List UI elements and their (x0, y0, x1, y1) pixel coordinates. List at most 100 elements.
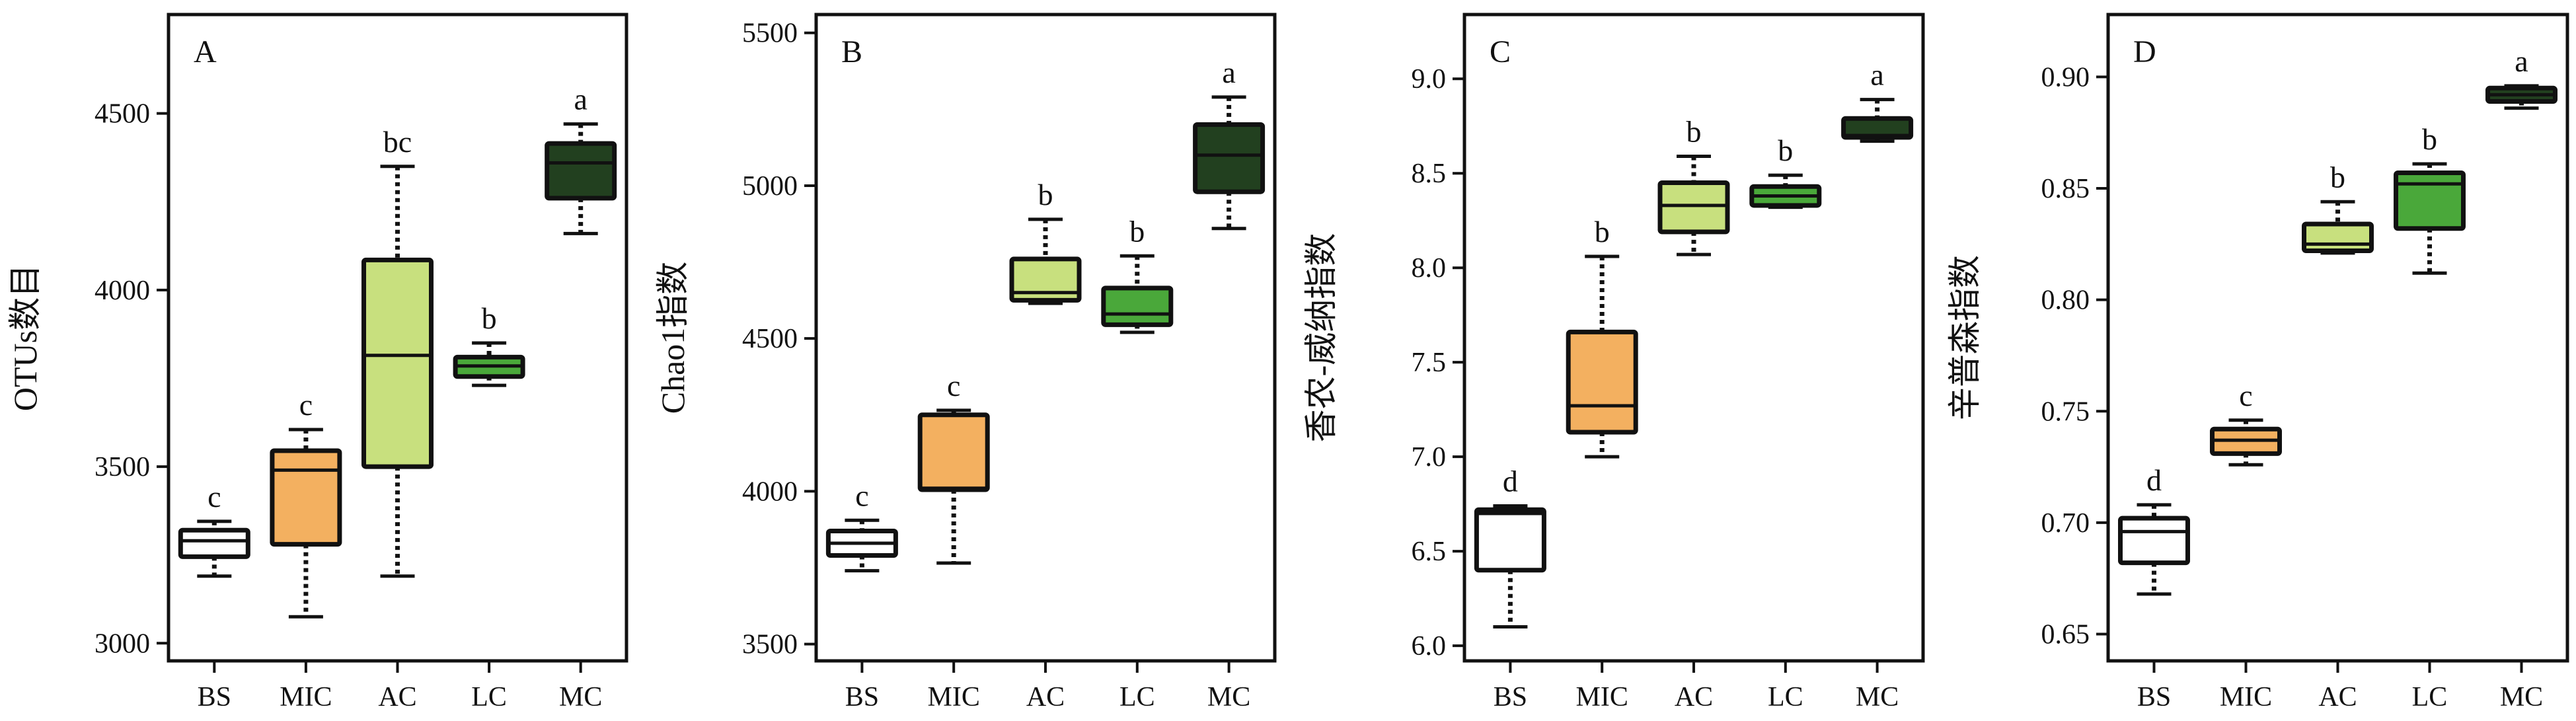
panel-letter: C (1490, 34, 1511, 69)
box-mc: a MC (545, 83, 617, 712)
panel-letter: D (2133, 34, 2156, 69)
significance-label: a (1222, 56, 1235, 89)
x-tick-label: AC (1675, 682, 1713, 712)
box-mc: a MC (1841, 58, 1914, 712)
significance-label: b (1595, 215, 1610, 248)
significance-label: c (208, 480, 221, 513)
panel-c: C6.06.57.07.58.08.59.0香农-威纳指数dBSbMICbACb… (1303, 13, 1925, 712)
x-tick-label: MIC (280, 682, 332, 712)
panel-b: B 3500 4000 4500 5000 5500 Chao1指数 c BS c MIC b AC b L… (654, 13, 1277, 712)
significance-label: d (1503, 465, 1518, 498)
box-body (361, 257, 434, 469)
y-tick-label: 4000 (742, 476, 798, 507)
box-lc: b LC (1101, 214, 1174, 712)
x-tick-label: AC (378, 682, 416, 712)
significance-label: d (2146, 463, 2162, 497)
box-mic: b MIC (1566, 215, 1638, 712)
y-axis-title: 香农-威纳指数 (1303, 233, 1340, 443)
y-tick-label: 0.80 (2041, 285, 2090, 316)
x-tick-label: BS (198, 682, 231, 712)
x-tick-label: LC (2412, 682, 2448, 712)
x-tick-label: MC (2500, 682, 2543, 712)
x-tick-label: BS (845, 682, 879, 712)
x-tick-label: MIC (2220, 682, 2272, 712)
significance-label: b (2422, 122, 2437, 156)
y-tick-label: 6.5 (1412, 537, 1447, 567)
y-tick-label: 7.5 (1412, 348, 1447, 378)
x-tick-label: MC (559, 682, 602, 712)
box-mic: c MIC (270, 388, 342, 712)
y-tick-label: 8.0 (1412, 253, 1447, 284)
x-tick-label: MC (1207, 682, 1250, 712)
box-body (1193, 122, 1266, 194)
box-body (917, 412, 990, 492)
y-tick-label: 7.0 (1412, 442, 1447, 473)
box-body (2394, 170, 2466, 231)
box-bs: d BS (2118, 463, 2190, 712)
box-body (1009, 256, 1082, 303)
x-tick-label: MIC (1576, 682, 1628, 712)
x-tick-label: LC (1768, 682, 1803, 712)
box-ac: b AC (1657, 114, 1730, 712)
y-tick-label: 5000 (742, 171, 798, 202)
significance-label: b (1686, 114, 1702, 148)
box-body (1474, 507, 1546, 573)
y-tick-label: 3500 (95, 452, 150, 482)
box-body (2118, 515, 2190, 566)
panel-d: D 0.65 0.70 0.75 0.80 0.85 0.90 辛普森指数 d BS c MIC b AC… (1946, 13, 2569, 712)
y-tick-label: 8.5 (1412, 159, 1447, 189)
y-tick-label: 5500 (742, 19, 798, 49)
x-tick-label: BS (2137, 682, 2171, 712)
plot-frame (814, 13, 1277, 663)
panel-a: A 3000 3500 4000 4500 OTUs数目 c BS c MIC bc AC b LC a MC (7, 13, 628, 712)
significance-label: b (1038, 178, 1053, 211)
x-tick-label: MC (1856, 682, 1899, 712)
box-body (178, 527, 250, 559)
box-body (1657, 180, 1730, 235)
box-ac: bc AC (361, 125, 434, 712)
box-mc: a MC (1193, 56, 1266, 712)
box-bs: c BS (178, 480, 250, 712)
y-tick-label: 6.0 (1412, 631, 1447, 662)
significance-label: a (574, 83, 587, 116)
x-tick-label: AC (2318, 682, 2357, 712)
significance-label: b (1778, 133, 1793, 167)
box-lc: b LC (1749, 133, 1822, 712)
box-bs: d BS (1474, 465, 1546, 712)
box-lc: b LC (453, 301, 525, 712)
panel-letter: B (841, 34, 862, 69)
x-tick-label: AC (1026, 682, 1065, 712)
y-tick-label: 0.85 (2041, 174, 2090, 204)
y-tick-label: 0.70 (2041, 508, 2090, 539)
box-body (545, 141, 617, 201)
box-ac: b AC (1009, 178, 1082, 712)
y-tick-label: 0.90 (2041, 62, 2090, 93)
significance-label: c (2239, 379, 2252, 412)
box-mic: c MIC (2210, 379, 2282, 712)
significance-label: c (947, 369, 960, 402)
box-body (1841, 116, 1914, 140)
x-tick-label: LC (471, 682, 507, 712)
significance-label: c (299, 388, 313, 422)
y-tick-label: 4500 (742, 324, 798, 354)
box-body (1566, 329, 1638, 435)
y-tick-label: 4500 (95, 99, 150, 130)
significance-label: c (855, 478, 868, 512)
y-tick-label: 3500 (742, 630, 798, 660)
significance-label: b (2330, 160, 2345, 194)
y-tick-label: 0.65 (2041, 620, 2090, 650)
y-tick-label: 3000 (95, 628, 150, 659)
box-body (270, 448, 342, 547)
y-axis-title: 辛普森指数 (1946, 255, 1983, 420)
x-tick-label: LC (1119, 682, 1155, 712)
y-axis-title: Chao1指数 (654, 262, 691, 414)
box-body (2302, 221, 2374, 253)
box-lc: b LC (2394, 122, 2466, 712)
x-tick-label: BS (1494, 682, 1527, 712)
box-ac: b AC (2302, 160, 2374, 712)
box-body (1101, 285, 1174, 327)
significance-label: b (482, 301, 497, 335)
significance-label: b (1129, 214, 1145, 248)
panel-letter: A (194, 34, 217, 69)
